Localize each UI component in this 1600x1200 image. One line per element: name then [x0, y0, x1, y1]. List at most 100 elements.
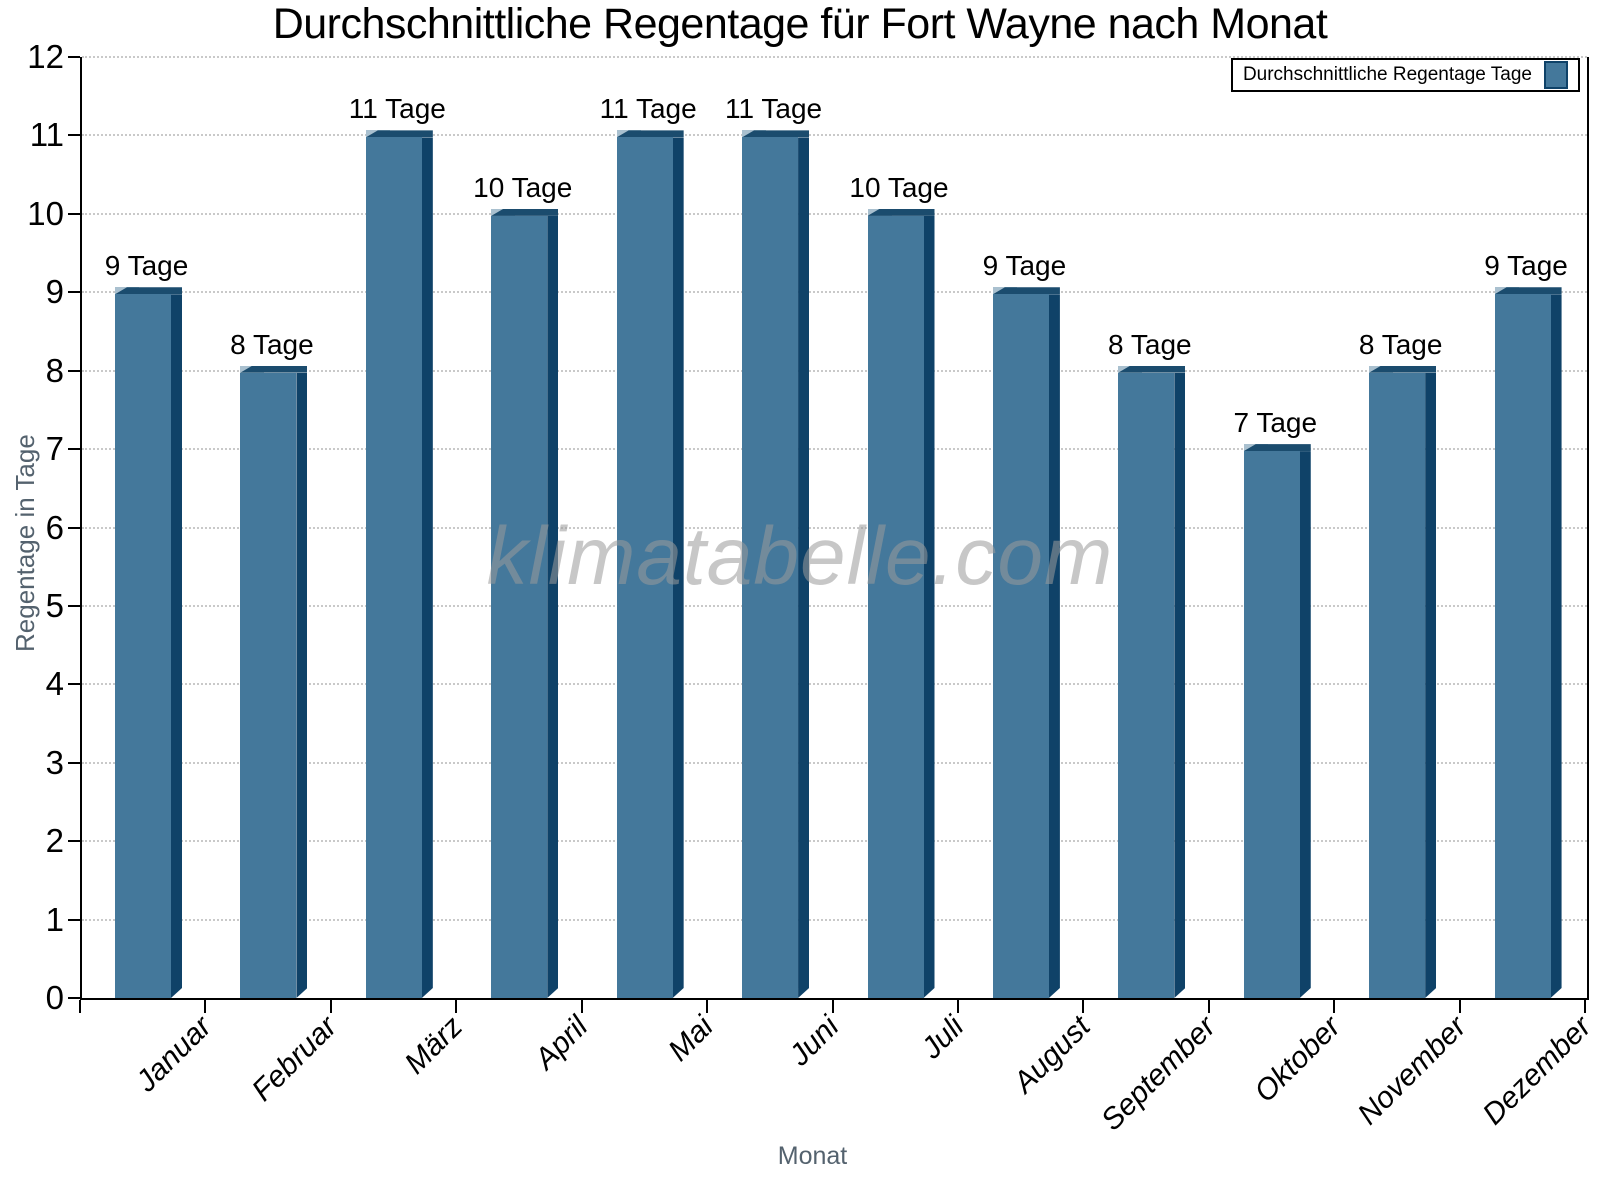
legend: Durchschnittliche Regentage Tage	[1230, 58, 1580, 92]
y-tick-label-8: 8	[45, 351, 64, 389]
x-tick-label-januar: Januar	[130, 1010, 219, 1099]
y-tick-3	[68, 761, 80, 764]
bar-marz	[365, 130, 433, 998]
bar-cap	[1118, 365, 1186, 373]
bar-edge	[422, 137, 433, 998]
gridline-10	[82, 212, 1587, 215]
x-tick-11	[1458, 1000, 1461, 1013]
legend-label: Durchschnittliche Regentage Tage	[1242, 64, 1532, 85]
gridline-1	[82, 918, 1587, 921]
y-tick-label-7: 7	[45, 430, 64, 468]
y-tick-5	[68, 604, 80, 607]
bar-value-label-januar: 9 Tage	[104, 250, 189, 282]
bar-september	[1118, 365, 1186, 998]
bar-november	[1369, 365, 1437, 998]
bar-value-label-september: 8 Tage	[1108, 328, 1192, 360]
bar-februar	[240, 365, 308, 998]
x-tick-12	[1584, 1000, 1586, 1013]
bar-face	[1118, 372, 1175, 998]
bar-value-label-november: 8 Tage	[1358, 328, 1443, 360]
bar-cap	[365, 130, 433, 138]
bar-face	[115, 294, 171, 998]
y-tick-label-5: 5	[45, 586, 64, 624]
x-tick-label-dezember: Dezember	[1476, 1010, 1598, 1132]
bar-face	[1369, 372, 1426, 998]
y-tick-label-3: 3	[45, 743, 64, 781]
y-tick-9	[68, 291, 80, 294]
bar-edge	[171, 294, 182, 998]
bar-face	[742, 137, 799, 998]
y-tick-7	[68, 448, 80, 451]
bar-edge	[1049, 294, 1060, 998]
bar-face	[616, 137, 673, 998]
y-tick-0	[68, 997, 80, 999]
bar-face	[365, 137, 422, 998]
bar-edge	[1300, 451, 1311, 998]
y-tick-12	[68, 56, 80, 58]
bar-face	[1243, 451, 1300, 998]
bar-cap	[742, 130, 810, 138]
x-tick-label-marz: März	[398, 1010, 470, 1081]
bar-edge	[547, 216, 558, 998]
x-tick-4	[580, 1000, 583, 1013]
x-tick-label-september: September	[1094, 1010, 1222, 1138]
x-tick-label-oktober: Oktober	[1248, 1010, 1348, 1109]
gridline-12	[82, 56, 1587, 58]
y-tick-label-2: 2	[45, 822, 64, 860]
x-tick-label-august: August	[1006, 1010, 1097, 1100]
bar-value-label-oktober: 7 Tage	[1233, 407, 1318, 439]
bar-value-label-august: 9 Tage	[982, 250, 1067, 282]
y-tick-label-9: 9	[45, 273, 64, 311]
x-tick-6	[831, 1000, 834, 1013]
gridline-2	[82, 840, 1587, 843]
x-tick-label-juni: Juni	[783, 1010, 846, 1073]
y-tick-label-11: 11	[29, 116, 64, 154]
y-tick-label-12: 12	[27, 38, 64, 75]
gridline-11	[82, 134, 1587, 137]
y-tick-1	[68, 918, 80, 921]
y-tick-label-4: 4	[45, 665, 64, 703]
legend-marker	[1544, 61, 1568, 89]
bar-value-label-juli: 10 Tage	[849, 171, 949, 203]
bar-value-label-juni: 11 Tage	[725, 93, 823, 125]
bar-cap	[867, 208, 935, 216]
bar-cap	[240, 365, 308, 373]
bar-edge	[798, 137, 809, 998]
gridline-7	[82, 448, 1587, 451]
x-tick-8	[1082, 1000, 1085, 1013]
bar-januar	[115, 287, 182, 998]
bar-edge	[1174, 373, 1185, 998]
x-tick-7	[956, 1000, 959, 1013]
x-tick-1	[204, 1000, 207, 1013]
x-tick-label-februar: Februar	[246, 1010, 344, 1108]
y-tick-4	[68, 683, 80, 686]
x-tick-3	[455, 1000, 458, 1013]
x-tick-label-november: November	[1351, 1010, 1473, 1132]
bar-edge	[296, 373, 307, 998]
bar-mai	[616, 130, 684, 998]
x-tick-label-mai: Mai	[662, 1010, 721, 1068]
y-tick-label-6: 6	[45, 508, 64, 546]
bar-value-label-mai: 11 Tage	[599, 93, 697, 125]
bar-cap	[491, 208, 559, 216]
y-tick-label-1: 1	[45, 900, 64, 938]
bar-cap	[115, 287, 182, 295]
bar-cap	[616, 130, 684, 138]
plot-area	[80, 56, 1589, 1000]
bar-value-label-april: 10 Tage	[473, 171, 573, 203]
gridline-6	[82, 526, 1587, 529]
y-tick-label-10: 10	[27, 194, 64, 232]
bar-face	[240, 372, 297, 998]
bar-edge	[673, 137, 684, 998]
bar-august	[992, 287, 1060, 998]
y-tick-2	[68, 840, 80, 843]
gridline-9	[82, 291, 1587, 294]
x-axis-title: Monat	[777, 1142, 848, 1170]
bar-dezember	[1494, 287, 1562, 998]
bar-edge	[1425, 373, 1436, 998]
x-tick-10	[1333, 1000, 1336, 1013]
bar-value-label-februar: 8 Tage	[230, 328, 314, 360]
gridline-5	[82, 604, 1587, 607]
x-tick-0	[79, 1000, 81, 1013]
bar-oktober	[1243, 444, 1311, 998]
